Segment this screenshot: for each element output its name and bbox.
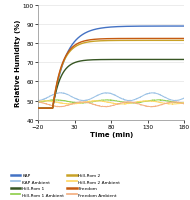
Y-axis label: Relative Humidity (%): Relative Humidity (%) (15, 20, 21, 106)
Legend: KAP, KAP Ambient, Hill-Rom 1, Hill-Rom 1 Ambient, Hill-Rom 2, Hill-Rom 2 Ambient: KAP, KAP Ambient, Hill-Rom 1, Hill-Rom 1… (10, 172, 121, 198)
X-axis label: Time (min): Time (min) (89, 131, 133, 137)
